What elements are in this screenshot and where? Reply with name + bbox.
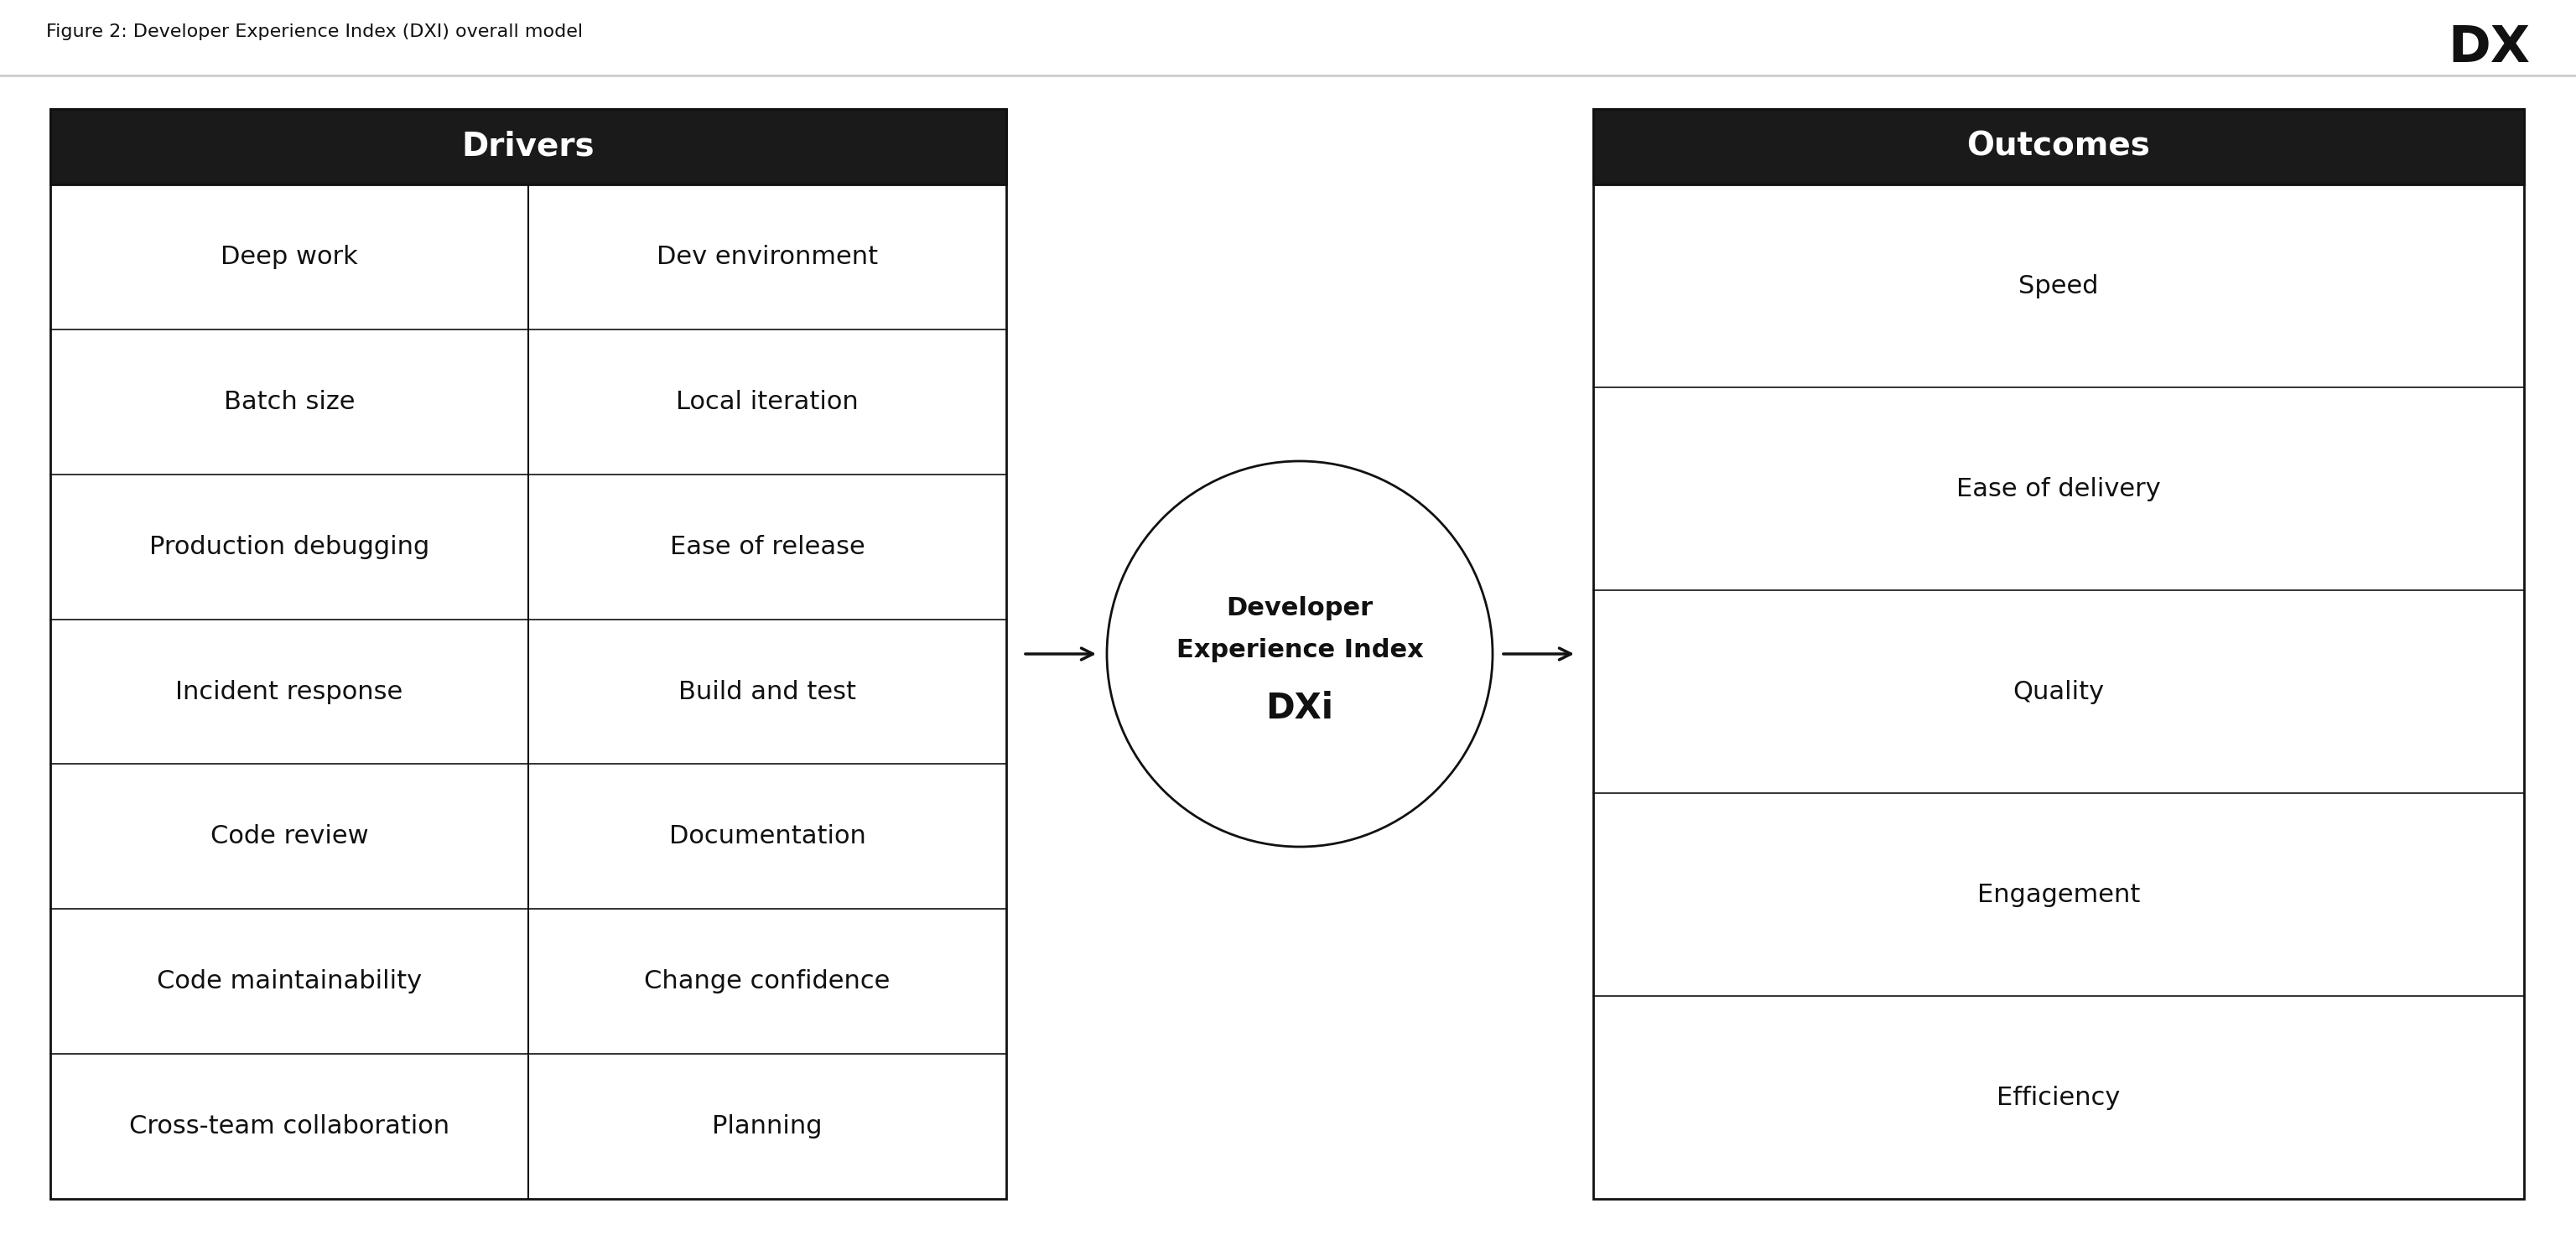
Text: Deep work: Deep work xyxy=(222,245,358,269)
Ellipse shape xyxy=(1108,461,1492,847)
Text: Outcomes: Outcomes xyxy=(1968,131,2151,163)
Text: Quality: Quality xyxy=(2012,680,2105,703)
Text: Ease of delivery: Ease of delivery xyxy=(1955,477,2161,500)
Text: Local iteration: Local iteration xyxy=(675,390,858,415)
Text: Batch size: Batch size xyxy=(224,390,355,415)
Text: Ease of release: Ease of release xyxy=(670,534,866,559)
Text: Dev environment: Dev environment xyxy=(657,245,878,269)
Text: Change confidence: Change confidence xyxy=(644,970,891,994)
Text: Cross-team collaboration: Cross-team collaboration xyxy=(129,1114,448,1139)
Text: Developer: Developer xyxy=(1226,595,1373,620)
Text: Speed: Speed xyxy=(2020,274,2099,298)
Text: DXi: DXi xyxy=(1265,691,1334,726)
Text: Experience Index: Experience Index xyxy=(1177,637,1425,662)
Text: Planning: Planning xyxy=(711,1114,822,1139)
Bar xyxy=(52,110,1007,1199)
Text: Code maintainability: Code maintainability xyxy=(157,970,422,994)
Text: Figure 2: Developer Experience Index (DXI) overall model: Figure 2: Developer Experience Index (DX… xyxy=(46,24,582,40)
Bar xyxy=(1592,110,2524,184)
Text: Engagement: Engagement xyxy=(1978,883,2141,906)
Bar xyxy=(1592,110,2524,1199)
Text: Incident response: Incident response xyxy=(175,680,402,703)
Text: Efficiency: Efficiency xyxy=(1996,1086,2120,1109)
Text: Documentation: Documentation xyxy=(670,824,866,849)
Text: DX: DX xyxy=(2447,24,2530,73)
Text: Drivers: Drivers xyxy=(461,131,595,163)
Bar xyxy=(52,110,1007,184)
Text: Production debugging: Production debugging xyxy=(149,534,430,559)
Text: Build and test: Build and test xyxy=(677,680,855,703)
Text: Code review: Code review xyxy=(211,824,368,849)
